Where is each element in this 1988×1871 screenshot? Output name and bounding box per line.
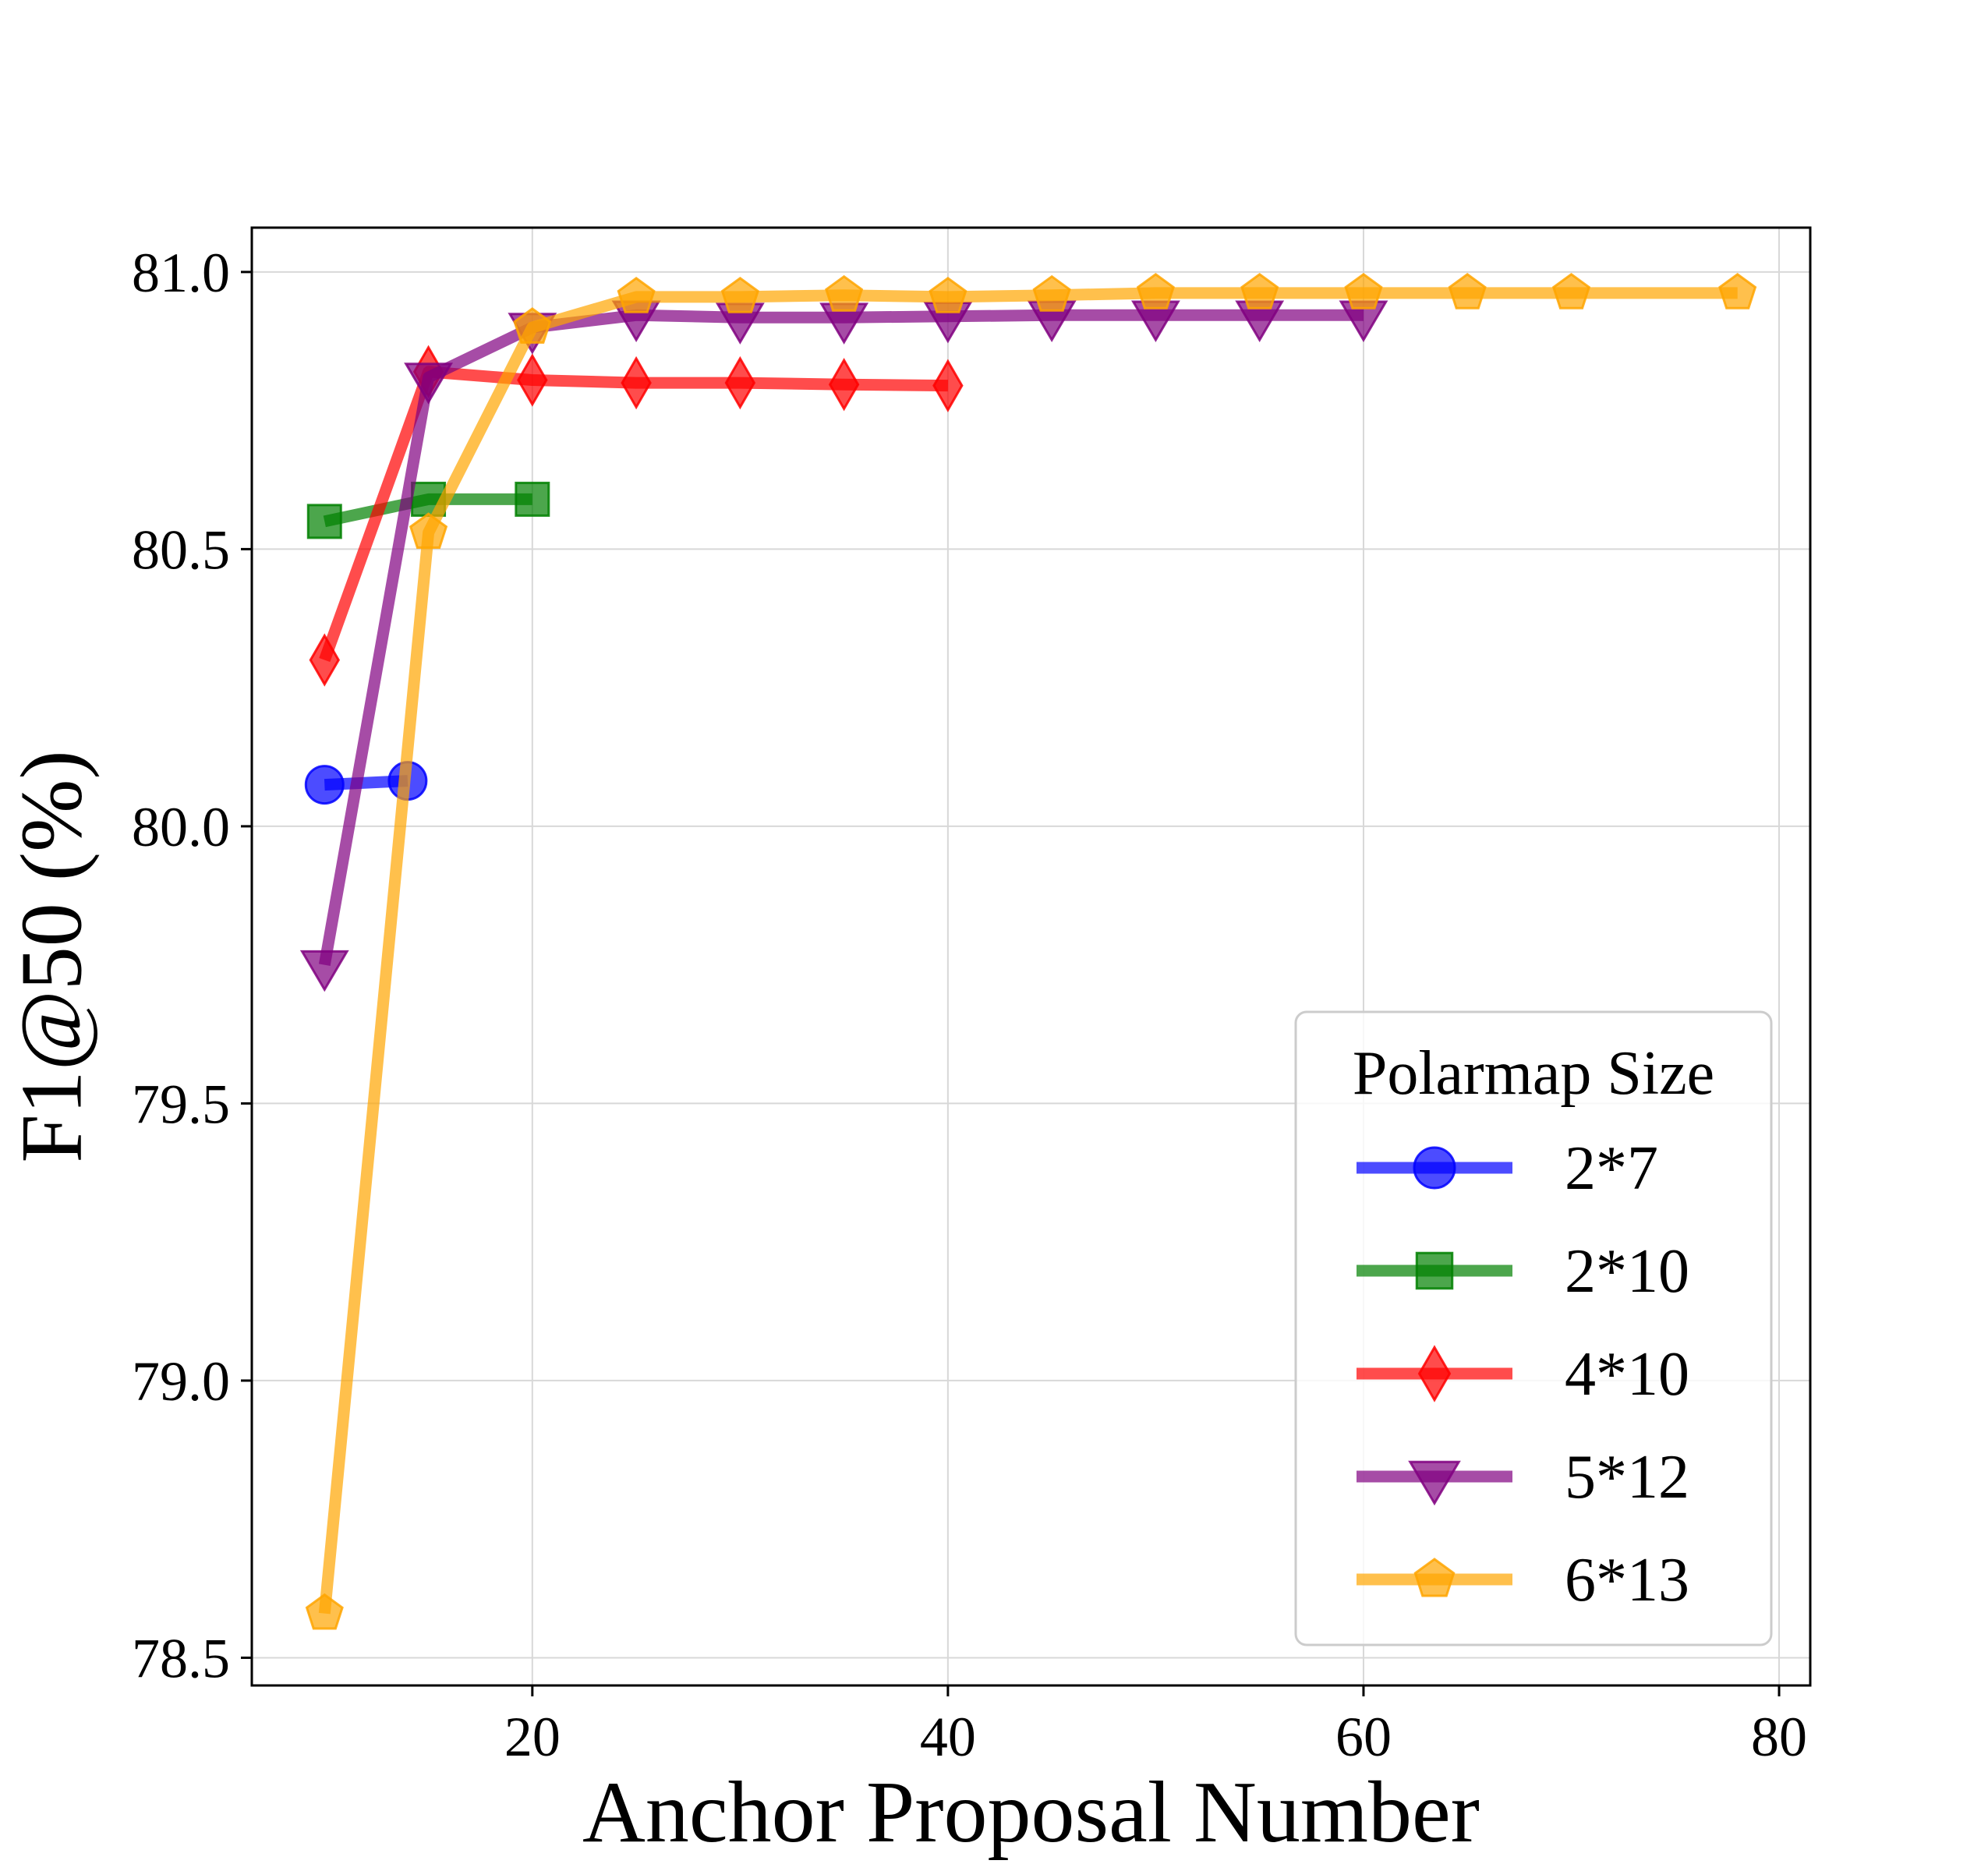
- legend-label: 5*12: [1565, 1443, 1689, 1512]
- data-point: [1136, 273, 1175, 309]
- legend-label: 6*13: [1565, 1546, 1689, 1615]
- series-2*10: [306, 481, 550, 539]
- series-line: [318, 309, 1364, 967]
- data-point: [1344, 273, 1383, 309]
- data-point: [304, 765, 345, 805]
- legend-entry: 2*7: [1357, 1134, 1658, 1203]
- x-tick-label: 40: [920, 1706, 976, 1768]
- data-point: [1448, 273, 1487, 309]
- grid-lines: [252, 228, 1810, 1685]
- data-point: [720, 277, 759, 313]
- data-point: [306, 504, 342, 539]
- y-tick-label: 79.0: [132, 1350, 230, 1413]
- data-point: [825, 274, 864, 312]
- legend-marker: [1417, 1345, 1452, 1402]
- legend: Polarmap Size 2*7 2*10 4*10 5*12 6*13: [1294, 1010, 1773, 1646]
- data-point: [515, 481, 550, 517]
- legend-entry: 6*13: [1357, 1546, 1689, 1615]
- axes-frame: [250, 226, 1812, 1687]
- y-tick-label: 81.0: [132, 242, 230, 304]
- y-axis-title: F1@50 (%): [4, 750, 101, 1162]
- legend-entry: 4*10: [1357, 1340, 1689, 1409]
- x-tick-label: 20: [504, 1706, 561, 1768]
- legend-label: 2*7: [1565, 1134, 1658, 1203]
- data-point: [517, 353, 548, 407]
- data-point: [724, 355, 756, 410]
- data-point: [1032, 274, 1071, 312]
- legend-label: 4*10: [1565, 1340, 1689, 1409]
- data-point: [299, 950, 349, 992]
- data-point: [1240, 273, 1279, 309]
- data-point: [409, 512, 448, 549]
- y-tick-label: 79.5: [132, 1073, 230, 1135]
- legend-marker: [1413, 1558, 1456, 1597]
- y-tick-label: 80.0: [132, 796, 230, 858]
- y-tick-label: 78.5: [132, 1627, 230, 1689]
- series-6*13: [305, 273, 1757, 1630]
- legend-marker: [1408, 1460, 1461, 1506]
- data-point: [1551, 273, 1591, 309]
- data-point: [929, 277, 967, 313]
- x-tick-label: 60: [1335, 1706, 1392, 1768]
- data-point: [1718, 273, 1757, 309]
- data-point: [932, 359, 964, 412]
- series-2*7: [304, 761, 428, 805]
- data-point: [309, 633, 341, 687]
- data-point: [513, 307, 552, 344]
- data-point: [617, 277, 656, 313]
- legend-entry: 2*10: [1357, 1237, 1689, 1306]
- data-point: [621, 355, 652, 410]
- legend-label: 2*10: [1565, 1237, 1689, 1306]
- legend-entries: 2*7 2*10 4*10 5*12 6*13: [1357, 1134, 1689, 1615]
- data-point: [305, 1593, 344, 1630]
- plot-series: [299, 273, 1757, 1630]
- data-point: [404, 363, 453, 405]
- x-tick-label: 80: [1751, 1706, 1807, 1768]
- legend-entry: 5*12: [1357, 1443, 1689, 1512]
- legend-marker: [1413, 1146, 1456, 1190]
- legend-marker: [1415, 1251, 1454, 1290]
- y-tick-label: 80.5: [132, 518, 230, 581]
- axis-ticks: 20 40 60 80 78.5 79.0 79.5 80.0 80.5 81.0: [132, 242, 1807, 1768]
- legend-title: Polarmap Size: [1353, 1039, 1714, 1108]
- x-axis-title: Anchor Proposal Number: [582, 1764, 1480, 1861]
- data-point: [828, 358, 860, 412]
